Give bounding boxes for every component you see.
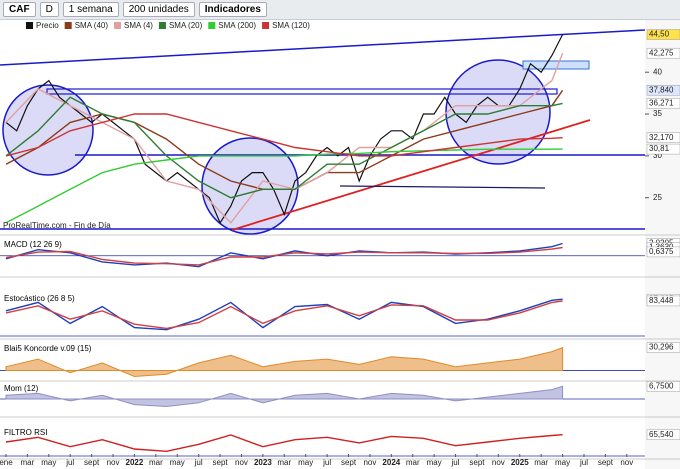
legend-label: SMA (20) xyxy=(169,21,203,30)
legend-label: Precio xyxy=(36,21,59,30)
x-tick-label: mar xyxy=(277,458,291,467)
symbol[interactable]: CAF xyxy=(3,2,36,17)
x-tick-label: nov xyxy=(363,458,376,467)
line xyxy=(5,298,563,331)
x-tick-label: 2025 xyxy=(511,458,529,467)
price-tag-label: 65,540 xyxy=(649,430,674,439)
panel-title: FILTRO RSI xyxy=(4,428,47,437)
line xyxy=(5,148,563,224)
price-tag-label: 36,271 xyxy=(649,99,674,108)
support-line xyxy=(339,185,546,189)
price-tag xyxy=(646,381,680,392)
indicators[interactable]: Indicadores xyxy=(198,2,267,17)
price-tag xyxy=(646,143,680,155)
x-tick-label: 2024 xyxy=(382,458,400,467)
price-tag-label: 30,81 xyxy=(649,144,670,153)
x-tick-label: jul xyxy=(65,458,74,467)
line xyxy=(5,246,563,266)
x-tick-label: jul xyxy=(322,458,331,467)
legend-swatch xyxy=(26,22,33,29)
price-tag xyxy=(646,29,680,40)
panel-title: Mom (12) xyxy=(4,384,39,393)
line xyxy=(5,434,563,453)
price-tag xyxy=(646,47,680,59)
x-tick-label: mar xyxy=(149,458,163,467)
toolbar: CAF D 1 semana 200 unidades Indicadores xyxy=(0,0,680,20)
trend-line xyxy=(0,29,646,66)
legend-label: SMA (120) xyxy=(272,21,310,30)
x-tick-label: may xyxy=(427,458,442,467)
legend-swatch xyxy=(208,22,216,29)
price-tag xyxy=(646,98,680,109)
area xyxy=(5,346,564,378)
price-tag-label: 0,6375 xyxy=(649,247,674,256)
price-tag-label: 44,50 xyxy=(649,30,670,39)
line xyxy=(5,242,563,268)
x-tick-label: sept xyxy=(598,458,614,467)
line xyxy=(5,300,563,330)
area xyxy=(5,385,564,408)
x-tick-label: nov xyxy=(235,458,248,467)
x-tick-label: nov xyxy=(107,458,120,467)
line xyxy=(5,96,563,199)
x-tick-label: jul xyxy=(451,458,460,467)
line xyxy=(5,34,564,225)
price-tag-label: 30,296 xyxy=(649,343,674,352)
legend-swatch xyxy=(114,22,122,29)
circle xyxy=(2,84,94,176)
panel-title: MACD (12 26 9) xyxy=(4,240,62,249)
price-tag xyxy=(646,342,680,353)
y-tick-label: 30 xyxy=(653,151,662,160)
price-tag-label: 42,275 xyxy=(649,48,674,57)
mode[interactable]: D xyxy=(39,2,59,17)
price-tag xyxy=(646,246,680,258)
x-tick-label: may xyxy=(555,458,570,467)
x-tick-label: mar xyxy=(21,458,35,467)
y-tick-label: 40 xyxy=(653,67,662,76)
x-tick-label: sept xyxy=(213,458,229,467)
x-tick-label: sept xyxy=(469,458,485,467)
x-tick-label: may xyxy=(298,458,313,467)
line xyxy=(5,113,563,157)
x-tick-label: sept xyxy=(341,458,357,467)
units[interactable]: 200 unidades xyxy=(122,2,195,17)
period[interactable]: 1 semana xyxy=(62,2,119,17)
x-tick-label: 2022 xyxy=(126,458,144,467)
price-tag xyxy=(646,295,680,307)
y-tick-label: 35 xyxy=(653,109,662,118)
x-tick-label: sept xyxy=(84,458,100,467)
x-tick-label: may xyxy=(41,458,56,467)
price-tag-label: 6,7500 xyxy=(649,381,674,390)
panel-title: Blai5 Koncorde v.09 (15) xyxy=(4,344,92,353)
x-tick-label: jul xyxy=(194,458,203,467)
x-tick-label: ene xyxy=(0,458,13,467)
legend-swatch xyxy=(262,22,270,29)
source: ProRealTime.com - Fin de Día xyxy=(3,221,111,230)
x-tick-label: jul xyxy=(579,458,588,467)
price-tag-label: 37,840 xyxy=(649,85,674,94)
legend-swatch xyxy=(64,22,72,29)
price-tag xyxy=(646,429,680,440)
legend-swatch xyxy=(158,22,166,29)
x-tick-label: nov xyxy=(492,458,505,467)
legend-label: SMA (200) xyxy=(218,21,256,30)
x-tick-label: may xyxy=(170,458,185,467)
x-tick-label: 2023 xyxy=(254,458,272,467)
price-tag xyxy=(646,132,680,143)
x-tick-label: mar xyxy=(406,458,420,467)
price-tag-label: 83,448 xyxy=(649,296,674,305)
legend-label: SMA (4) xyxy=(124,21,153,30)
y-tick-label: 25 xyxy=(653,193,662,202)
price-tag xyxy=(646,85,680,96)
chart: 25 30 35 40 44,50 42,275 37,840 36,271 32,170 30,… xyxy=(0,20,680,469)
price-tag-label: 32,170 xyxy=(649,133,674,142)
panel-title: Estocástico (26 8 5) xyxy=(4,294,75,303)
range-box xyxy=(46,88,558,95)
x-tick-label: nov xyxy=(620,458,633,467)
legend-label: SMA (40) xyxy=(75,21,109,30)
x-tick-label: mar xyxy=(534,458,548,467)
